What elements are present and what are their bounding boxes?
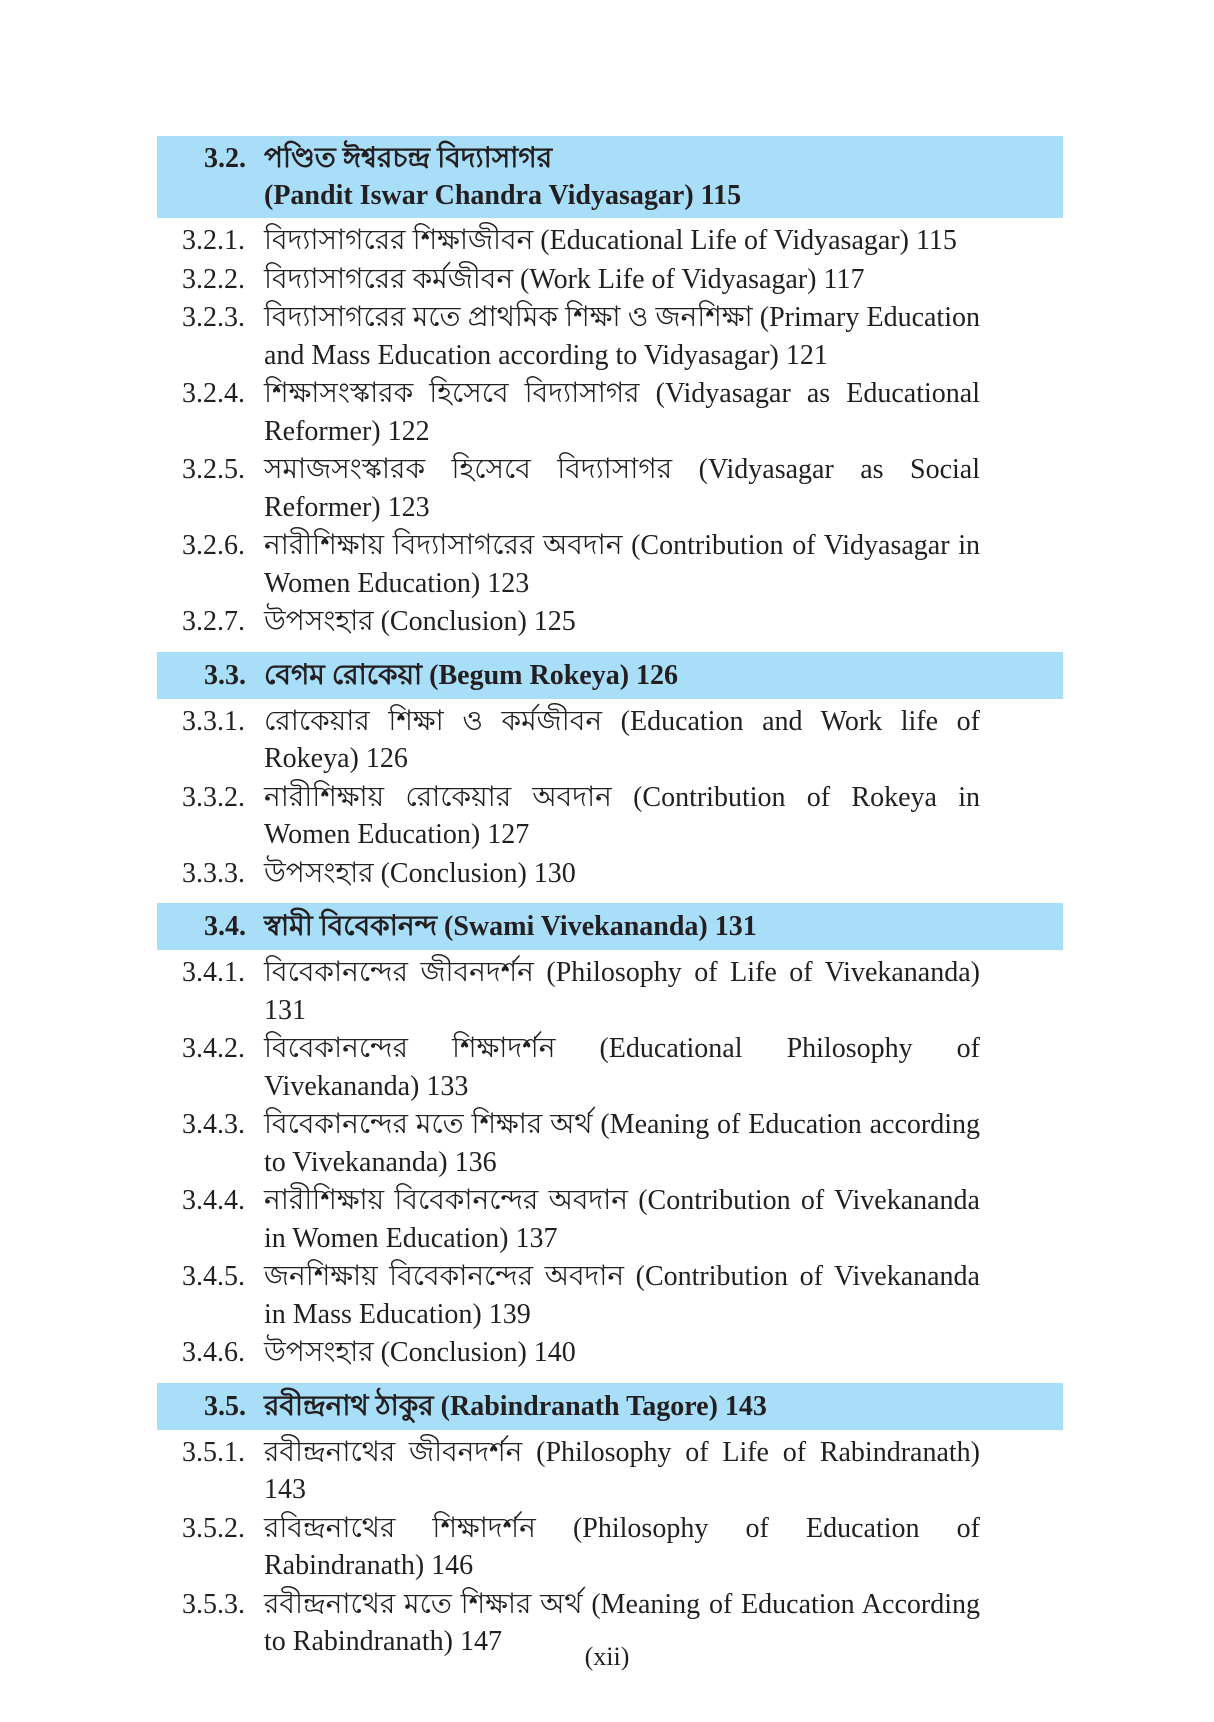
entry-number: 3.5.3. <box>182 1588 245 1620</box>
entry-number: 3.2.7. <box>182 606 245 637</box>
entry-number: 3.4.6. <box>182 1337 245 1368</box>
entry-number: 3.2.5. <box>182 454 245 485</box>
section-heading: 3.2. পণ্ডিত ঈশ্বরচন্দ্র বিদ্যাসাগর (Pandit… <box>157 136 1063 218</box>
toc-entry: 3.4.1. বিবেকানন্দের জীবনদর্শন (Philosophy… <box>182 954 980 1029</box>
entry-number: 3.2.2. <box>182 263 245 295</box>
entry-text: বিদ্যাসাগরের শিক্ষাজীবন (Educational Lif… <box>264 225 957 256</box>
entry-text: শিক্ষাসংস্কারক হিসেবে বিদ্যাসাগর (Vidyas… <box>264 378 980 447</box>
entry-text: বিদ্যাসাগরের কর্মজীবন (Work Life of Vidy… <box>264 263 865 295</box>
toc-entry: 3.2.1. বিদ্যাসাগরের শিক্ষাজীবন (Education… <box>182 222 980 260</box>
entry-text: সমাজসংস্কারক হিসেবে বিদ্যাসাগর (Vidyasag… <box>264 454 980 523</box>
entry-text: নারীশিক্ষায় রোকেয়ার অবদান (Contributio… <box>264 781 980 851</box>
section-title-line: স্বামী বিবেকানন্দ (Swami Vivekananda) 13… <box>264 911 757 942</box>
section-number: 3.2. <box>204 143 246 174</box>
entry-number: 3.2.3. <box>182 302 245 333</box>
entry-text: বিবেকানন্দের শিক্ষাদর্শন (Educational Ph… <box>264 1033 980 1102</box>
section-entries: 3.3.1. রোকেয়ার শিক্ষা ও কর্মজীবন (Educat… <box>0 699 1214 904</box>
section-heading: 3.5. রবীন্দ্রনাথ ঠাকুর (Rabindranath Tago… <box>157 1382 1063 1430</box>
entry-text: নারীশিক্ষায় বিদ্যাসাগরের অবদান (Contrib… <box>264 530 980 599</box>
entry-text: জনশিক্ষায় বিবেকানন্দের অবদান (Contribut… <box>264 1261 980 1330</box>
entry-number: 3.4.3. <box>182 1109 245 1140</box>
entry-number: 3.4.4. <box>182 1185 245 1216</box>
entry-number: 3.4.5. <box>182 1261 245 1292</box>
entry-number: 3.2.6. <box>182 530 245 561</box>
entry-text: রবিন্দ্রনাথের শিক্ষাদর্শন (Philosophy of… <box>264 1512 980 1582</box>
section-title: রবীন্দ্রনাথ ঠাকুর (Rabindranath Tagore) … <box>264 1388 1063 1425</box>
section-title: বেগম রোকেয়া (Begum Rokeya) 126 <box>264 657 1063 694</box>
entry-text: বিবেকানন্দের জীবনদর্শন (Philosophy of Li… <box>264 957 980 1026</box>
section-heading: 3.3. বেগম রোকেয়া (Begum Rokeya) 126 <box>157 651 1063 699</box>
entry-number: 3.2.4. <box>182 378 245 409</box>
entry-text: নারীশিক্ষায় বিবেকানন্দের অবদান (Contrib… <box>264 1185 980 1254</box>
toc-entry: 3.2.2. বিদ্যাসাগরের কর্মজীবন (Work Life o… <box>182 261 980 299</box>
entry-text: রবীন্দ্রনাথের মতে শিক্ষার অর্থ (Meaning … <box>264 1588 980 1658</box>
section-title-line: বেগম রোকেয়া (Begum Rokeya) 126 <box>264 659 679 691</box>
section-number: 3.4. <box>204 911 246 942</box>
page-number: (xii) <box>584 1642 630 1671</box>
toc-entry: 3.3.2. নারীশিক্ষায় রোকেয়ার অবদান (Contr… <box>182 779 980 854</box>
entry-text: রবীন্দ্রনাথের জীবনদর্শন (Philosophy of L… <box>264 1436 980 1506</box>
toc-entry: 3.5.2. রবিন্দ্রনাথের শিক্ষাদর্শন (Philoso… <box>182 1510 980 1585</box>
entry-text: উপসংহার (Conclusion) 140 <box>264 1337 576 1368</box>
section-title: স্বামী বিবেকানন্দ (Swami Vivekananda) 13… <box>264 908 1063 945</box>
toc-entry: 3.3.3. উপসংহার (Conclusion) 130 <box>182 855 980 893</box>
entry-number: 3.4.1. <box>182 957 245 988</box>
section-title-line: (Pandit Iswar Chandra Vidyasagar) 115 <box>264 180 742 211</box>
toc-entry: 3.2.6. নারীশিক্ষায় বিদ্যাসাগরের অবদান (C… <box>182 527 980 602</box>
entry-text: উপসংহার (Conclusion) 130 <box>264 857 576 889</box>
toc-entry: 3.4.3. বিবেকানন্দের মতে শিক্ষার অর্থ (Mea… <box>182 1106 980 1181</box>
toc-entry: 3.4.4. নারীশিক্ষায় বিবেকানন্দের অবদান (C… <box>182 1182 980 1257</box>
section-number: 3.5. <box>204 1390 246 1422</box>
toc-entry: 3.2.5. সমাজসংস্কারক হিসেবে বিদ্যাসাগর (Vi… <box>182 451 980 526</box>
toc-entry: 3.2.3. বিদ্যাসাগরের মতে প্রাথমিক শিক্ষা ও… <box>182 299 980 374</box>
section-entries: 3.4.1. বিবেকানন্দের জীবনদর্শন (Philosophy… <box>0 950 1214 1383</box>
section-entries: 3.5.1. রবীন্দ্রনাথের জীবনদর্শন (Philosoph… <box>0 1430 1214 1672</box>
section-number: 3.3. <box>204 659 246 691</box>
toc-entry: 3.3.1. রোকেয়ার শিক্ষা ও কর্মজীবন (Educat… <box>182 703 980 778</box>
toc-entry: 3.4.6. উপসংহার (Conclusion) 140 <box>182 1334 980 1372</box>
section-entries: 3.2.1. বিদ্যাসাগরের শিক্ষাজীবন (Education… <box>0 218 1214 652</box>
toc-entry: 3.5.1. রবীন্দ্রনাথের জীবনদর্শন (Philosoph… <box>182 1434 980 1509</box>
entry-number: 3.2.1. <box>182 225 245 256</box>
entry-text: বিদ্যাসাগরের মতে প্রাথমিক শিক্ষা ও জনশিক… <box>264 302 980 371</box>
entry-text: রোকেয়ার শিক্ষা ও কর্মজীবন (Education an… <box>264 705 980 775</box>
entry-number: 3.3.1. <box>182 705 245 737</box>
entry-text: উপসংহার (Conclusion) 125 <box>264 606 576 637</box>
entry-text: বিবেকানন্দের মতে শিক্ষার অর্থ (Meaning o… <box>264 1109 980 1178</box>
toc-entry: 3.2.4. শিক্ষাসংস্কারক হিসেবে বিদ্যাসাগর (… <box>182 375 980 450</box>
section-title-line: রবীন্দ্রনাথ ঠাকুর (Rabindranath Tagore) … <box>264 1390 767 1422</box>
entry-number: 3.4.2. <box>182 1033 245 1064</box>
toc-entry: 3.4.5. জনশিক্ষায় বিবেকানন্দের অবদান (Con… <box>182 1258 980 1333</box>
toc-entry: 3.5.3. রবীন্দ্রনাথের মতে শিক্ষার অর্থ (Me… <box>182 1586 980 1661</box>
section-heading: 3.4. স্বামী বিবেকানন্দ (Swami Vivekananda… <box>157 903 1063 950</box>
section-title-line: পণ্ডিত ঈশ্বরচন্দ্র বিদ্যাসাগর <box>264 143 553 174</box>
entry-number: 3.5.1. <box>182 1436 245 1468</box>
toc-entry: 3.2.7. উপসংহার (Conclusion) 125 <box>182 603 980 641</box>
table-of-contents: 3.2. পণ্ডিত ঈশ্বরচন্দ্র বিদ্যাসাগর (Pandit… <box>0 136 1214 1672</box>
toc-entry: 3.4.2. বিবেকানন্দের শিক্ষাদর্শন (Educatio… <box>182 1030 980 1105</box>
entry-number: 3.3.3. <box>182 857 245 889</box>
section-title: পণ্ডিত ঈশ্বরচন্দ্র বিদ্যাসাগর (Pandit Isw… <box>264 140 1063 214</box>
entry-number: 3.3.2. <box>182 781 245 813</box>
entry-number: 3.5.2. <box>182 1512 245 1544</box>
